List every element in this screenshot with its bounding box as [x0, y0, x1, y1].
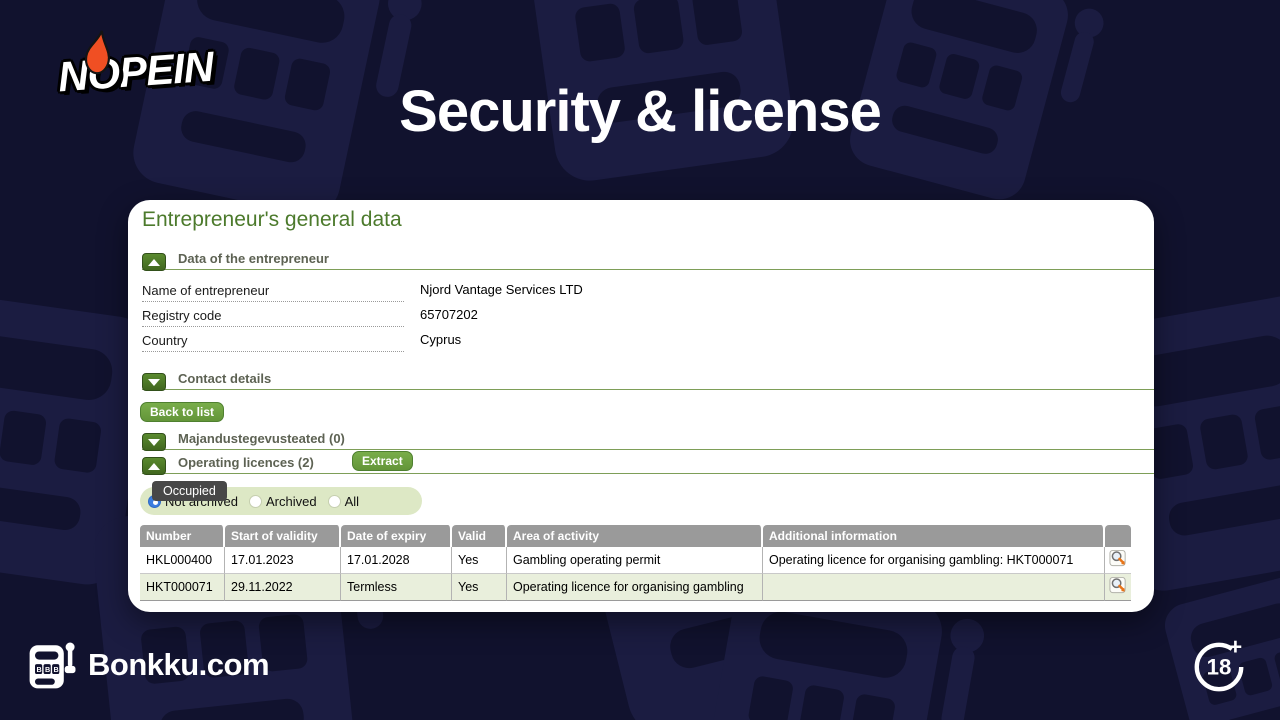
- field-label: Registry code: [142, 308, 404, 327]
- col-date-of-expiry: Date of expiry: [341, 525, 452, 547]
- view-details-button[interactable]: [1108, 549, 1128, 568]
- radio-archived[interactable]: Archived: [248, 494, 317, 509]
- field-value: 65707202: [420, 307, 478, 322]
- col-valid: Valid: [452, 525, 507, 547]
- field-label: Country: [142, 333, 404, 352]
- collapse-toggle-button[interactable]: [142, 457, 166, 475]
- extract-button[interactable]: Extract: [352, 451, 413, 471]
- svg-text:+: +: [1229, 638, 1243, 659]
- chevron-down-icon: [148, 378, 160, 386]
- cell-additional: [763, 574, 1105, 601]
- footer-brand-text: Bonkku.com: [88, 647, 270, 682]
- section-label: Operating licences (2): [178, 455, 314, 470]
- field-value: Cyprus: [420, 332, 462, 347]
- back-to-list-button[interactable]: Back to list: [140, 402, 225, 422]
- cell-area: Gambling operating permit: [507, 547, 763, 574]
- cell-area: Operating licence for organising gamblin…: [507, 574, 763, 601]
- view-details-button[interactable]: [1108, 576, 1128, 595]
- field-row: Registry code 65707202: [142, 307, 842, 329]
- col-number: Number: [140, 525, 225, 547]
- col-start-of-validity: Start of validity: [225, 525, 341, 547]
- field-row: Name of entrepreneur Njord Vantage Servi…: [142, 282, 842, 304]
- age-18-badge: 18 +: [1194, 638, 1244, 692]
- field-row: Country Cyprus: [142, 332, 842, 354]
- radio-icon[interactable]: [327, 494, 341, 508]
- registry-card: Entrepreneur's general data Data of the …: [128, 200, 1154, 612]
- magnifier-icon: [1108, 549, 1126, 567]
- svg-text:B: B: [54, 665, 59, 674]
- field-value: Njord Vantage Services LTD: [420, 282, 583, 297]
- col-actions: [1105, 525, 1131, 547]
- cell-valid: Yes: [452, 574, 507, 601]
- expand-toggle-button[interactable]: [142, 373, 166, 391]
- magnifier-icon: [1108, 576, 1126, 594]
- card-title: Entrepreneur's general data: [142, 208, 402, 231]
- table-row: HKL000400 17.01.2023 17.01.2028 Yes Gamb…: [140, 547, 1131, 574]
- table-row: HKT000071 29.11.2022 Termless Yes Operat…: [140, 574, 1131, 601]
- table-header-row: Number Start of validity Date of expiry …: [140, 525, 1131, 547]
- brand-logo: NO PEIN: [57, 30, 215, 102]
- licences-table: Number Start of validity Date of expiry …: [140, 525, 1131, 601]
- chevron-up-icon: [148, 258, 160, 266]
- chevron-up-icon: [148, 462, 160, 470]
- svg-text:18: 18: [1207, 655, 1232, 680]
- section-label: Contact details: [178, 371, 272, 386]
- cell-number: HKL000400: [140, 547, 225, 574]
- cell-start: 17.01.2023: [225, 547, 341, 574]
- section-contact-details: Contact details: [142, 370, 1154, 391]
- radio-icon[interactable]: [248, 494, 262, 508]
- page-title: Security & license: [399, 79, 882, 144]
- tooltip: Occupied: [152, 481, 227, 501]
- col-additional-information: Additional information: [763, 525, 1105, 547]
- cell-additional: Operating licence for organising gamblin…: [763, 547, 1105, 574]
- section-label: Data of the entrepreneur: [178, 251, 329, 266]
- section-entrepreneur-data: Data of the entrepreneur: [142, 250, 1154, 271]
- cell-start: 29.11.2022: [225, 574, 341, 601]
- section-majandustegevusteated: Majandustegevusteated (0): [142, 430, 1154, 451]
- col-area-of-activity: Area of activity: [507, 525, 763, 547]
- slot-machine-icon: B B B: [29, 642, 76, 689]
- collapse-toggle-button[interactable]: [142, 253, 166, 271]
- svg-text:B: B: [36, 665, 41, 674]
- expand-toggle-button[interactable]: [142, 433, 166, 451]
- radio-all[interactable]: All: [327, 494, 359, 509]
- cell-expiry: 17.01.2028: [341, 547, 452, 574]
- chevron-down-icon: [148, 438, 160, 446]
- svg-text:B: B: [45, 665, 50, 674]
- cell-number: HKT000071: [140, 574, 225, 601]
- section-label: Majandustegevusteated (0): [178, 431, 345, 446]
- flame-icon: [85, 30, 111, 75]
- section-operating-licences: Operating licences (2) Extract: [142, 451, 1154, 475]
- cell-valid: Yes: [452, 547, 507, 574]
- footer-brand: B B B Bonkku.com: [26, 636, 270, 694]
- field-label: Name of entrepreneur: [142, 283, 404, 302]
- cell-expiry: Termless: [341, 574, 452, 601]
